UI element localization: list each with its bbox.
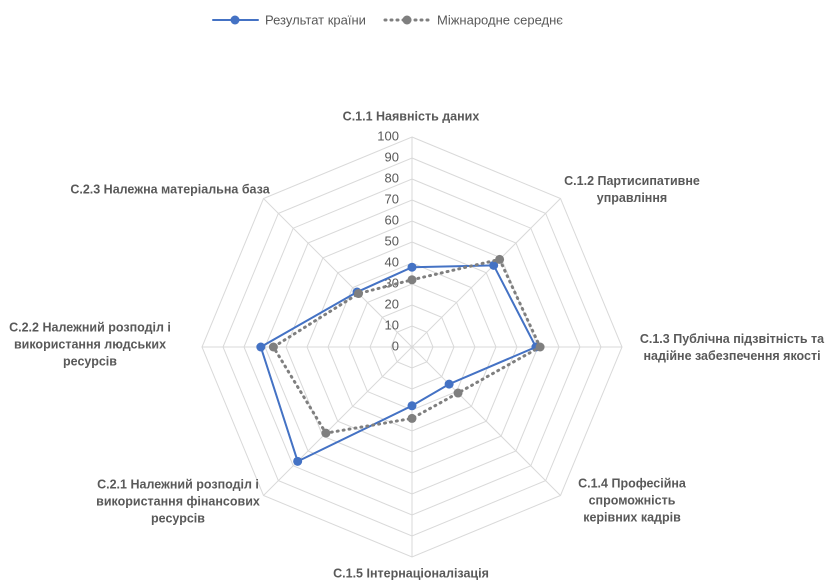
r-tick-label: 60 [385, 212, 399, 227]
marker [268, 342, 278, 352]
marker [256, 342, 266, 352]
legend-marker [230, 15, 240, 25]
marker [489, 260, 499, 270]
marker [407, 275, 417, 285]
r-tick-label: 10 [385, 317, 399, 332]
axis-label: C.1.5 Інтернаціоналізація [333, 566, 489, 581]
r-tick-label: 30 [385, 275, 399, 290]
legend-label: Результат країни [265, 12, 366, 27]
r-tick-label: 50 [385, 233, 399, 248]
marker [495, 254, 505, 264]
legend-marker [402, 15, 412, 25]
r-tick-label: 40 [385, 254, 399, 269]
axis-label: C.1.1 Наявність даних [342, 109, 480, 124]
marker [453, 388, 463, 398]
r-tick-label: 70 [385, 191, 399, 206]
r-tick-label: 0 [392, 338, 399, 353]
r-tick-label: 20 [385, 296, 399, 311]
axis-label: C.1.3 Публічна підзвітність та надійне з… [639, 332, 825, 363]
marker [354, 289, 364, 299]
spoke [411, 198, 561, 348]
r-tick-label: 100 [377, 128, 399, 143]
series-line [271, 257, 543, 435]
spoke [263, 346, 413, 496]
axis-label: C.2.1 Належний розподіл і використання ф… [96, 477, 260, 526]
axis-label: C.2.3 Належна матеріальна база [70, 182, 270, 197]
marker [293, 456, 303, 466]
spoke [263, 198, 413, 348]
spoke [411, 346, 561, 496]
axis-label: C.2.2 Належний розподіл і використання л… [9, 320, 171, 369]
legend-label: Міжнародне середнє [437, 12, 563, 27]
marker [407, 262, 417, 272]
marker [407, 401, 417, 411]
marker [535, 342, 545, 352]
axis-label: C.1.2 Партисипативне управління [564, 174, 700, 205]
marker [407, 413, 417, 423]
marker [444, 379, 454, 389]
series-line [259, 264, 538, 463]
r-tick-label: 90 [385, 149, 399, 164]
r-tick-label: 80 [385, 170, 399, 185]
marker [321, 428, 331, 438]
axis-label: C.1.4 Професійна спроможність керівних к… [578, 476, 686, 525]
